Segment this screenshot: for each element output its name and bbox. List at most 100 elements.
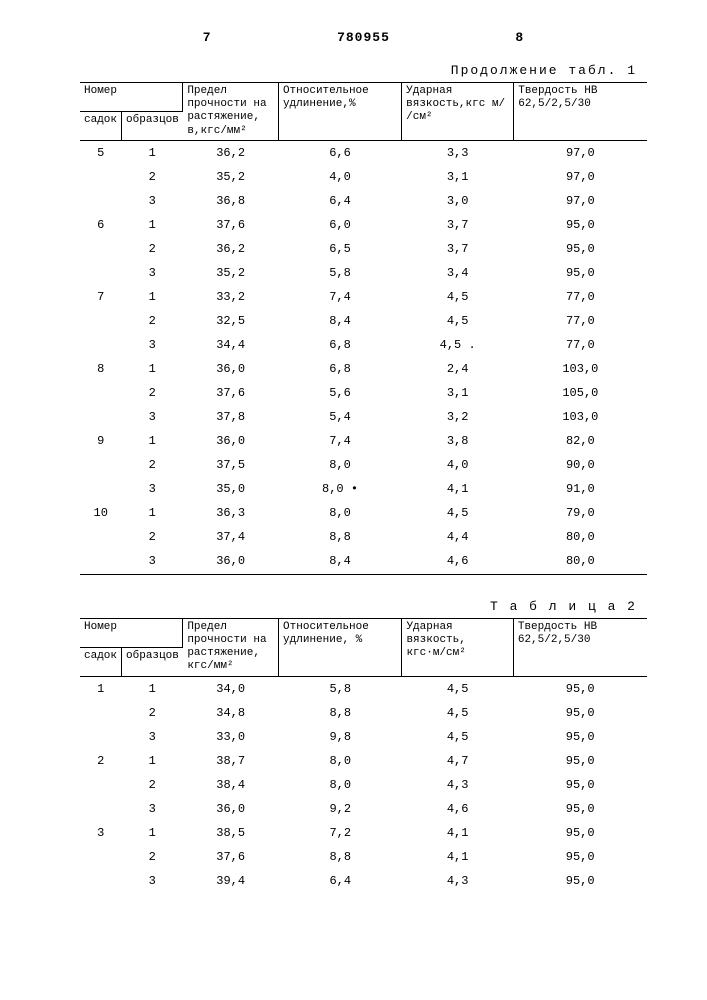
cell-p: 35,2	[183, 261, 279, 285]
table-row: 238,48,04,395,0	[80, 773, 647, 797]
table-row: 7133,27,44,577,0	[80, 285, 647, 309]
cell-h: 95,0	[513, 749, 647, 773]
table-row: 237,68,84,195,0	[80, 845, 647, 869]
cell-o: 2	[122, 453, 183, 477]
cell-o: 2	[122, 773, 183, 797]
table-row: 237,58,04,090,0	[80, 453, 647, 477]
table-1-head: Номер Предел прочности на растяжение, в,…	[80, 83, 647, 141]
table-row: 336,86,43,097,0	[80, 189, 647, 213]
cell-p: 39,4	[183, 869, 279, 893]
cell-s: 9	[80, 429, 122, 453]
col-nomer: Номер	[80, 83, 183, 112]
cell-e: 8,4	[278, 549, 401, 573]
cell-h: 80,0	[514, 525, 647, 549]
cell-s	[80, 845, 122, 869]
table-1: Номер Предел прочности на растяжение, в,…	[80, 82, 647, 575]
table-row: 8136,06,82,4103,0	[80, 357, 647, 381]
cell-v: 4,5	[402, 676, 513, 701]
cell-p: 36,0	[183, 357, 279, 381]
cell-s	[80, 309, 122, 333]
cell-v: 4,1	[402, 477, 514, 501]
cell-s	[80, 477, 122, 501]
cell-v: 4,3	[402, 773, 513, 797]
cell-v: 4,3	[402, 869, 513, 893]
cell-s: 10	[80, 501, 122, 525]
col-otnos: Относительное удлинение,%	[278, 83, 401, 141]
cell-s	[80, 405, 122, 429]
cell-v: 3,8	[402, 429, 514, 453]
cell-e: 9,2	[279, 797, 402, 821]
table-2: Номер Предел прочности на растяжение, кг…	[80, 618, 647, 893]
cell-h: 77,0	[514, 285, 647, 309]
table-row: 232,58,44,577,0	[80, 309, 647, 333]
cell-p: 37,6	[183, 845, 279, 869]
cell-e: 8,0 •	[278, 477, 401, 501]
cell-v: 4,7	[402, 749, 513, 773]
cell-o: 1	[122, 357, 183, 381]
cell-o: 1	[122, 676, 183, 701]
cell-e: 7,4	[278, 285, 401, 309]
table-row: 234,88,84,595,0	[80, 701, 647, 725]
cell-v: 4,5	[402, 701, 513, 725]
cell-e: 7,2	[279, 821, 402, 845]
table-row: 334,46,84,5 .77,0	[80, 333, 647, 357]
cell-o: 1	[122, 501, 183, 525]
cell-v: 3,7	[402, 213, 514, 237]
col-obraz: образцов	[122, 111, 183, 140]
cell-s: 5	[80, 140, 122, 165]
cell-e: 6,6	[278, 140, 401, 165]
cell-e: 6,4	[278, 189, 401, 213]
cell-v: 3,0	[402, 189, 514, 213]
cell-e: 8,0	[279, 773, 402, 797]
cell-h: 82,0	[514, 429, 647, 453]
cell-v: 4,5 .	[402, 333, 514, 357]
cell-p: 36,3	[183, 501, 279, 525]
cell-e: 6,8	[278, 333, 401, 357]
cell-v: 3,3	[402, 140, 514, 165]
cell-h: 97,0	[514, 140, 647, 165]
page: 7 780955 8 Продолжение табл. 1 Номер Пре…	[0, 0, 707, 923]
cell-s	[80, 797, 122, 821]
doc-number: 780955	[337, 30, 390, 45]
cell-s	[80, 165, 122, 189]
cell-h: 95,0	[513, 676, 647, 701]
cell-e: 8,0	[278, 453, 401, 477]
cell-h: 95,0	[514, 213, 647, 237]
cell-v: 4,6	[402, 549, 514, 573]
table-row: 337,85,43,2103,0	[80, 405, 647, 429]
table-row: 339,46,44,395,0	[80, 869, 647, 893]
cell-s: 8	[80, 357, 122, 381]
cell-p: 36,0	[183, 797, 279, 821]
cell-o: 1	[122, 285, 183, 309]
page-num-left: 7	[203, 30, 212, 45]
cell-p: 35,0	[183, 477, 279, 501]
cell-v: 3,4	[402, 261, 514, 285]
cell-s: 2	[80, 749, 122, 773]
cell-v: 3,1	[402, 381, 514, 405]
cell-p: 33,2	[183, 285, 279, 309]
cell-o: 2	[122, 165, 183, 189]
cell-s	[80, 773, 122, 797]
cell-v: 4,5	[402, 309, 514, 333]
cell-s: 7	[80, 285, 122, 309]
cell-h: 95,0	[513, 797, 647, 821]
cell-o: 3	[122, 869, 183, 893]
col-predel: Предел прочности на растяжение, в,кгс/мм…	[183, 83, 279, 141]
cell-s	[80, 453, 122, 477]
cell-s	[80, 869, 122, 893]
cell-p: 36,0	[183, 549, 279, 573]
cell-s	[80, 261, 122, 285]
cell-e: 7,4	[278, 429, 401, 453]
cell-o: 2	[122, 309, 183, 333]
table-row: 3138,57,24,195,0	[80, 821, 647, 845]
cell-h: 103,0	[514, 357, 647, 381]
cell-v: 4,4	[402, 525, 514, 549]
cell-o: 3	[122, 261, 183, 285]
cell-p: 34,0	[183, 676, 279, 701]
cell-e: 4,0	[278, 165, 401, 189]
col-obraz-2: образцов	[122, 647, 183, 676]
cell-o: 3	[122, 797, 183, 821]
cell-p: 32,5	[183, 309, 279, 333]
cell-e: 8,8	[279, 845, 402, 869]
table-row: 6137,66,03,795,0	[80, 213, 647, 237]
